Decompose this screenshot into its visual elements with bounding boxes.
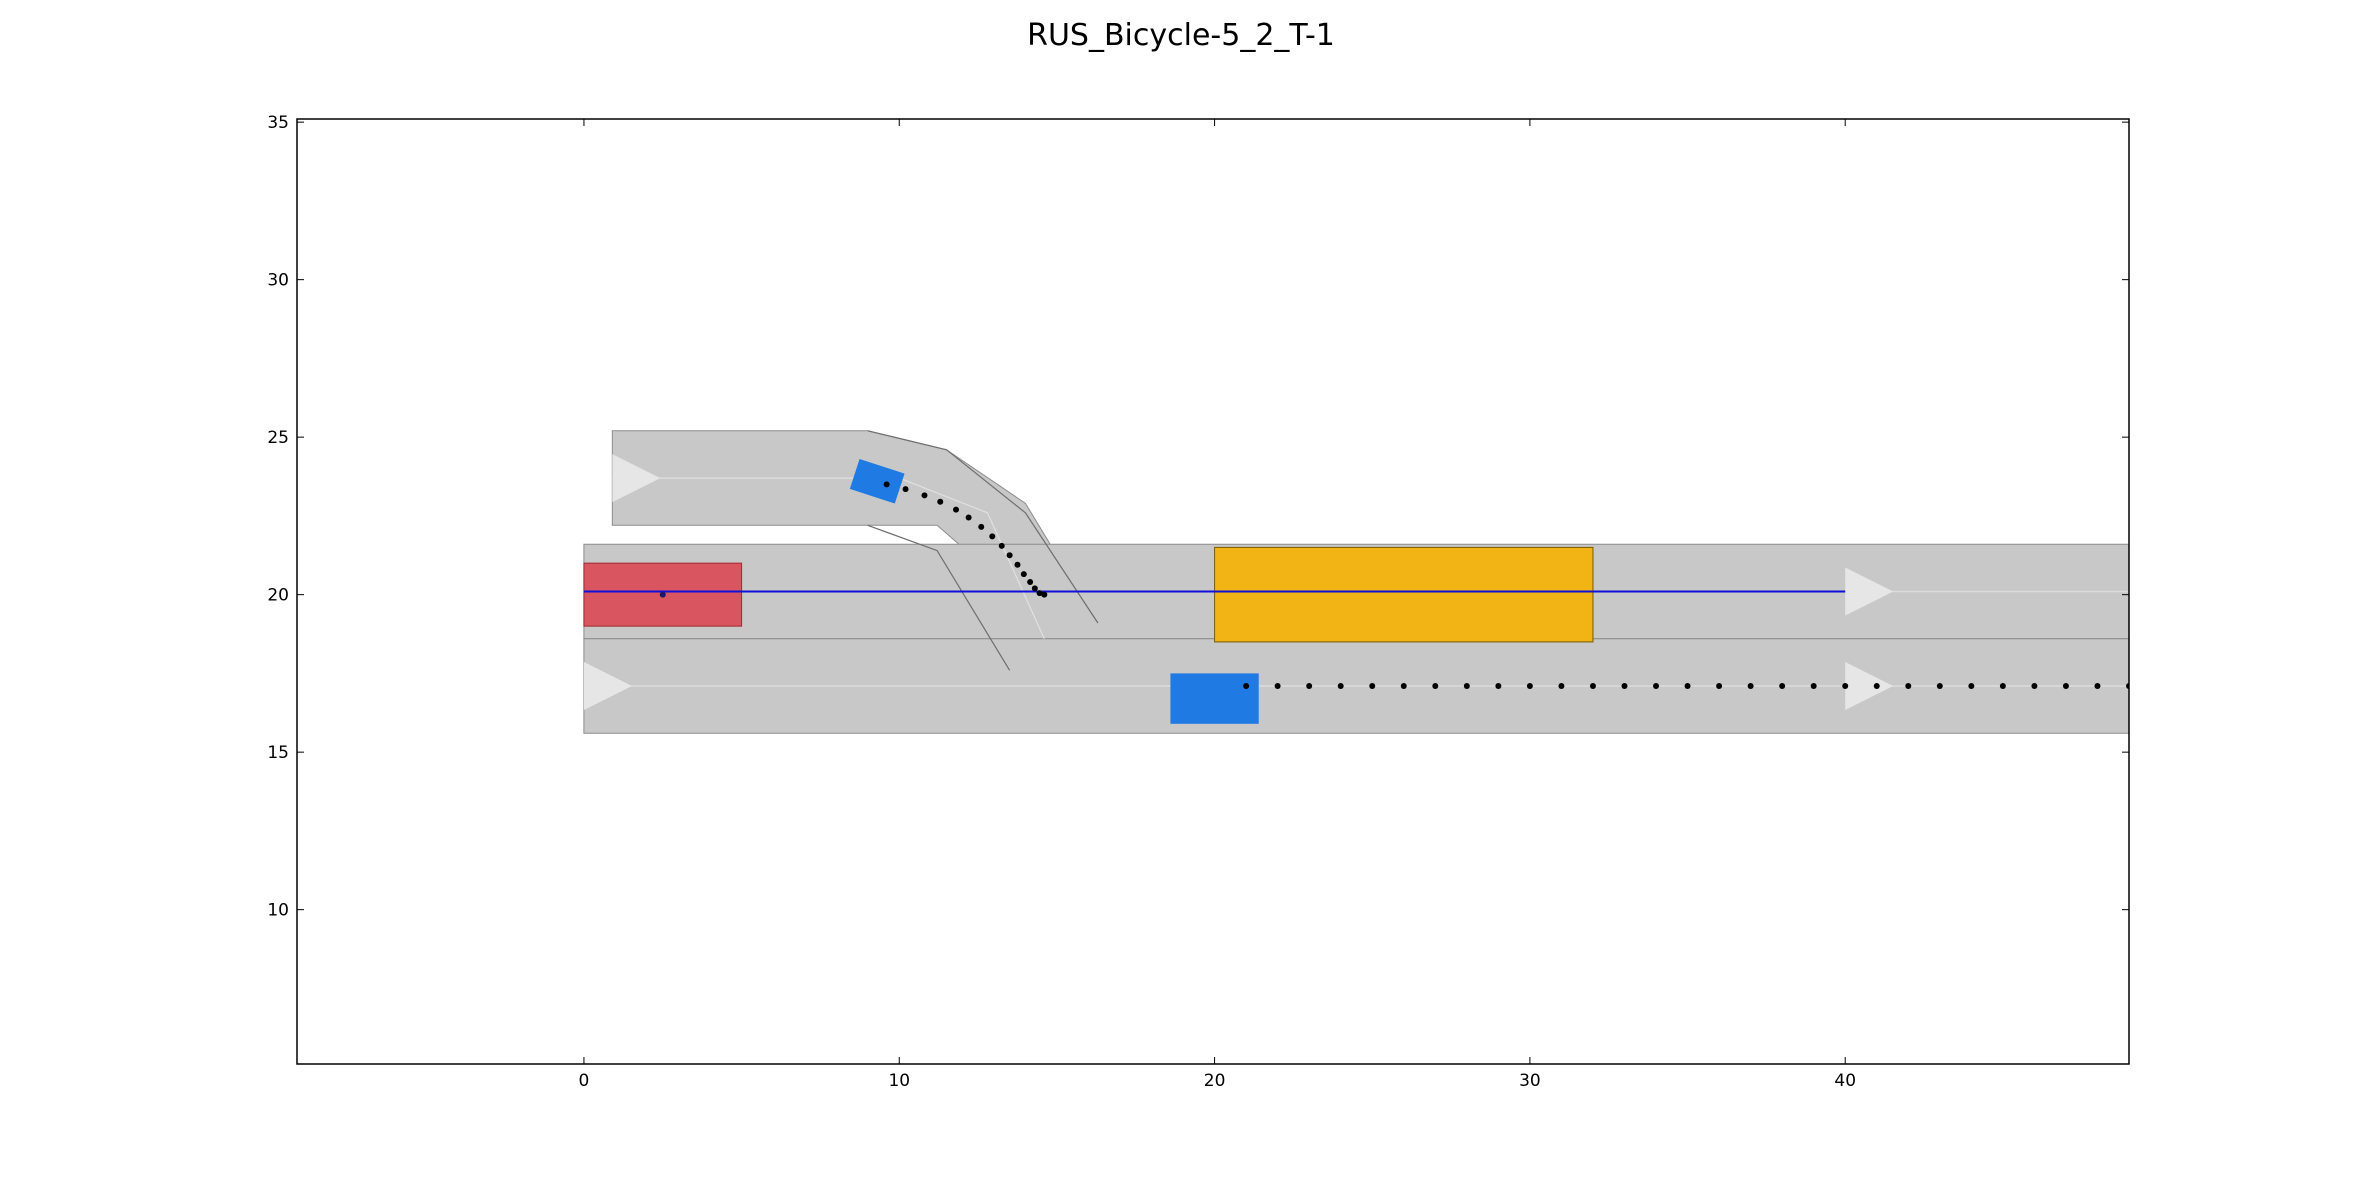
trajectory-point-lower: [1306, 683, 1313, 689]
chart-title: RUS_Bicycle-5_2_T-1: [1027, 18, 1335, 53]
static-obstacle: [1214, 546, 1594, 643]
trajectory-point-lower: [2031, 683, 2038, 689]
trajectory-point-lower: [1621, 683, 1628, 689]
branch-edge-1: [867, 524, 1011, 671]
trajectory-point-lower: [1274, 683, 1281, 689]
y-tick-label: 35: [267, 113, 289, 133]
lane-arrow-upper-end: [1845, 567, 1894, 616]
trajectory-point-lower: [1810, 683, 1817, 689]
trajectory-point-branch: [953, 506, 960, 513]
trajectory-point-lower: [1999, 683, 2006, 689]
trajectory-point-lower: [1369, 683, 1376, 689]
x-tick-label: 20: [1204, 1071, 1226, 1091]
trajectory-point-branch: [1020, 571, 1027, 578]
trajectory-point-lower: [1463, 683, 1470, 689]
lane-arrow-lower-start: [583, 662, 632, 710]
trajectory-point-branch: [902, 486, 909, 493]
trajectory-point-lower: [1243, 683, 1250, 689]
y-tick-label: 10: [267, 901, 289, 921]
trajectory-point-lower: [1873, 683, 1880, 689]
lane-arrow-branch: [612, 454, 661, 503]
trajectory-point-lower: [2094, 683, 2101, 689]
trajectory-point-lower: [1779, 683, 1786, 689]
trajectory-point-branch: [1041, 591, 1048, 598]
scene-layer: [583, 430, 2129, 734]
trajectory-point-lower: [1495, 683, 1502, 689]
trajectory-point-branch: [883, 481, 890, 488]
trajectory-point-lower: [1589, 683, 1596, 689]
trajectory-point-lower: [2062, 683, 2069, 689]
y-tick-label: 25: [267, 428, 289, 448]
ego-center-point: [659, 591, 666, 598]
trajectory-point-lower: [1653, 683, 1660, 689]
x-tick-label: 30: [1519, 1071, 1541, 1091]
trajectory-point-lower: [1747, 683, 1754, 689]
trajectory-point-branch: [1036, 590, 1043, 597]
trajectory-point-lower: [1337, 683, 1344, 689]
y-tick-label: 15: [267, 743, 289, 763]
y-tick-label: 30: [267, 271, 289, 291]
trajectory-point-branch: [921, 492, 928, 499]
trajectory-point-lower: [1905, 683, 1912, 689]
trajectory-point-branch: [1027, 579, 1034, 586]
dynamic-obstacle-car: [1170, 673, 1259, 724]
axes-frame: [296, 118, 2130, 1065]
trajectory-point-lower: [1968, 683, 1975, 689]
x-tick-label: 10: [888, 1071, 910, 1091]
x-tick-label: 40: [1834, 1071, 1856, 1091]
trajectory-point-lower: [1684, 683, 1691, 689]
ticks-layer: 0 10 20 30 40 10 15 20 25 30 35: [267, 113, 2129, 1091]
trajectory-point-lower: [1400, 683, 1407, 689]
trajectory-point-lower: [1936, 683, 1943, 689]
trajectory-point-lower: [1432, 683, 1439, 689]
trajectory-point-branch: [937, 498, 944, 505]
trajectory-point-lower: [1526, 683, 1533, 689]
trajectory-point-branch: [965, 514, 972, 521]
dynamic-obstacle-bicycle: [849, 458, 905, 504]
trajectory-point-branch: [978, 523, 985, 530]
y-tick-label: 20: [267, 586, 289, 606]
trajectory-point-lower: [1558, 683, 1565, 689]
lane-arrow-lower-end: [1845, 662, 1894, 710]
trajectory-point-branch: [989, 533, 996, 540]
trajectory-point-lower: [1716, 683, 1723, 689]
x-tick-label: 0: [579, 1071, 590, 1091]
trajectory-point-branch: [998, 542, 1005, 549]
branch-edge-2: [899, 477, 1045, 640]
trajectory-point-lower: [1842, 683, 1849, 689]
trajectory-point-branch: [1031, 585, 1038, 592]
trajectory-point-branch: [1014, 561, 1021, 568]
trajectory-point-branch: [1006, 552, 1013, 559]
branch-edge-0: [867, 430, 1099, 624]
